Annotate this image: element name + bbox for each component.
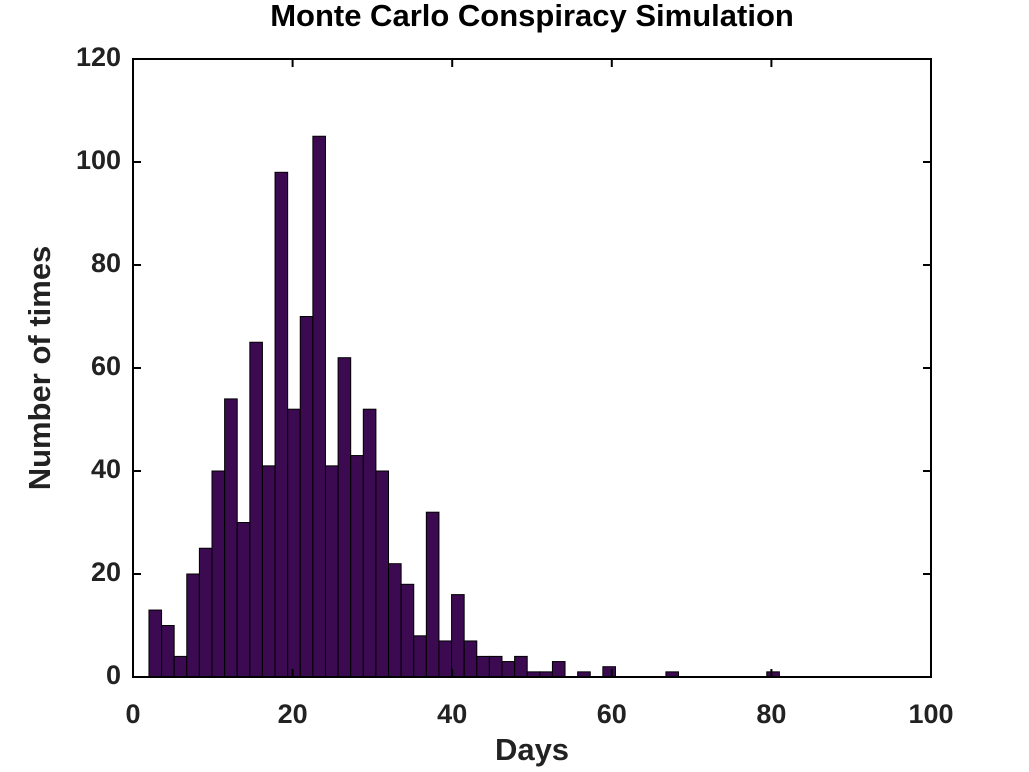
x-tick-label: 0 <box>125 699 140 729</box>
bar <box>224 398 238 678</box>
bar <box>274 171 289 678</box>
x-tick-label: 20 <box>278 699 308 729</box>
y-tick-label: 120 <box>76 42 121 72</box>
bar <box>261 465 276 678</box>
y-tick-label: 0 <box>106 660 121 690</box>
bar <box>287 408 301 678</box>
bar <box>501 661 516 678</box>
bar <box>211 470 226 678</box>
bar <box>324 465 339 678</box>
bar <box>299 316 314 678</box>
bar <box>312 135 326 678</box>
bar <box>198 547 213 678</box>
y-tick-label: 100 <box>76 145 121 175</box>
bar <box>236 522 251 678</box>
bar <box>476 655 490 678</box>
bar <box>388 563 402 678</box>
bar <box>249 341 263 678</box>
bar <box>161 625 175 678</box>
bar <box>413 635 427 678</box>
y-tick-label: 40 <box>91 454 121 484</box>
bar <box>551 661 566 678</box>
bar <box>463 640 478 678</box>
bar <box>451 594 465 678</box>
bar <box>186 573 200 678</box>
bar <box>438 640 453 678</box>
bar <box>173 655 188 678</box>
y-tick-label: 20 <box>91 557 121 587</box>
x-tick-label: 60 <box>597 699 627 729</box>
bar <box>488 655 503 678</box>
chart-title: Monte Carlo Conspiracy Simulation <box>270 0 794 33</box>
x-tick-label: 100 <box>908 699 953 729</box>
bar <box>602 666 616 678</box>
y-tick-label: 60 <box>91 351 121 381</box>
bar <box>514 655 528 678</box>
bar <box>337 357 352 678</box>
bar <box>362 408 377 678</box>
y-tick-label: 80 <box>91 248 121 278</box>
bar <box>350 455 364 678</box>
bar <box>400 583 415 678</box>
y-axis-label: Number of times <box>22 246 57 491</box>
bar <box>375 470 390 678</box>
bar <box>425 511 440 678</box>
x-tick-label: 80 <box>756 699 786 729</box>
x-axis-label: Days <box>495 732 569 767</box>
x-tick-label: 40 <box>437 699 467 729</box>
bar <box>148 609 163 678</box>
